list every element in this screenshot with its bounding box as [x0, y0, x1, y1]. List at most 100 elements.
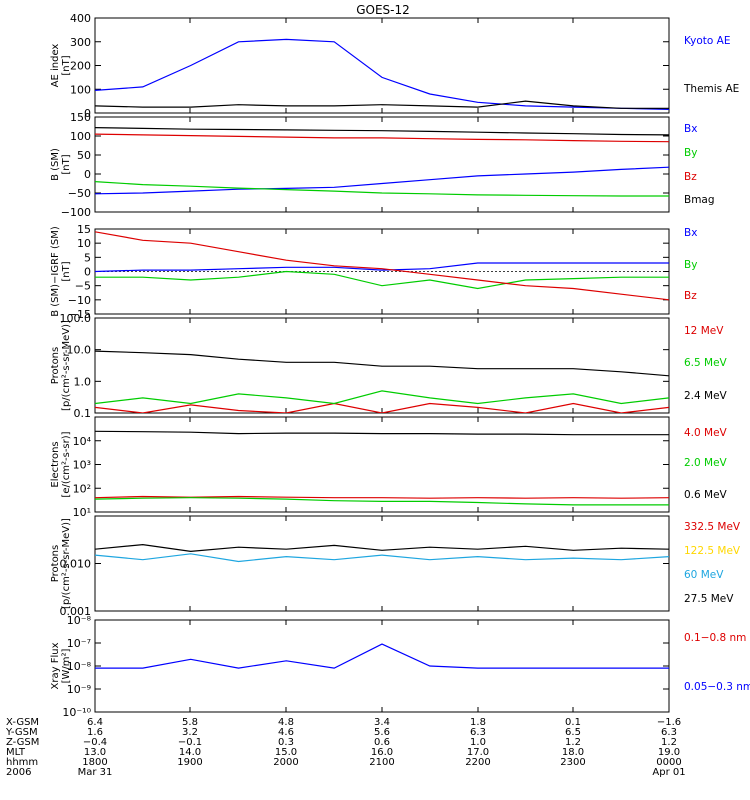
y-tick-label: 15: [77, 223, 91, 236]
y-tick-label: 0.1: [74, 407, 92, 420]
x-axis-row-label: MLT: [6, 747, 26, 758]
y-axis-label: Xray Flux[W/m²]: [50, 642, 72, 689]
series-line-themis-ae: [95, 100, 669, 109]
y-tick-label: −5: [75, 280, 91, 293]
x-axis-row-label: Y-GSM: [5, 727, 38, 738]
legend-27-5-mev: 27.5 MeV: [684, 593, 734, 605]
y-axis-label-line: [W/m²]: [61, 648, 72, 683]
legend-122-5-mev: 122.5 MeV: [684, 545, 741, 557]
x-axis-cell: 0000: [656, 757, 681, 768]
y-axis-label-line: Xray Flux: [50, 642, 61, 689]
y-axis-label-line: Protons: [50, 347, 61, 384]
x-axis-cell: 0.3: [278, 737, 294, 748]
series-line-kyoto-ae: [95, 38, 669, 110]
y-tick-label: 10: [77, 237, 91, 250]
y-tick-label: 10⁻⁹: [67, 683, 91, 696]
series-line-2-0-mev: [95, 497, 669, 506]
legend-0-1-0-8-nm: 0.1−0.8 nm: [684, 632, 746, 644]
y-tick-label: 100: [70, 130, 91, 143]
y-tick-label: −100: [61, 206, 91, 219]
y-tick-label: 0: [84, 266, 91, 279]
y-axis-label-line: Electrons: [50, 441, 61, 487]
legend-12-mev: 12 MeV: [684, 325, 724, 337]
y-tick-label: 0: [84, 168, 91, 181]
series-line-bz: [95, 231, 669, 301]
series-line-0-6-mev: [95, 430, 669, 436]
series-line-27-5-mev: [95, 543, 669, 553]
y-tick-label: 400: [70, 12, 91, 25]
x-axis-cell: 17.0: [467, 747, 489, 758]
panel-xray: 10⁻⁸ 10⁻⁷ 10⁻⁸ 10⁻⁹ 10⁻¹⁰ Xray Flux[W/m²] 0.1−…: [50, 566, 750, 719]
y-axis-label-line: [p/(cm²-s-sr-MeV)]: [61, 320, 72, 411]
x-axis-cell: Mar 31: [78, 767, 113, 778]
y-tick-label: 10⁻⁷: [67, 637, 91, 650]
y-tick-label: 0.010: [60, 558, 92, 571]
y-tick-label: 10³: [73, 459, 91, 472]
x-axis-row-label: hhmm: [6, 757, 38, 768]
x-axis-cell: 3.2: [182, 727, 198, 738]
series-line-by: [95, 181, 669, 197]
x-axis-cell: 6.4: [87, 717, 103, 728]
x-axis-cell: 13.0: [84, 747, 106, 758]
x-axis-cell: 16.0: [371, 747, 393, 758]
y-axis-label: AE index[nT]: [50, 44, 72, 88]
panel-ae: 400 300 200 100 0 AE index[nT] Kyoto AE Themis …: [50, 12, 739, 120]
x-axis-row-label: Z-GSM: [6, 737, 39, 748]
y-tick-label: 10⁻⁸: [67, 660, 92, 673]
series-line-0-05-0-3-nm: [95, 643, 669, 669]
x-axis-cell: −0.1: [178, 737, 202, 748]
series-line-bz: [95, 133, 669, 143]
x-axis-cell: 14.0: [179, 747, 201, 758]
legend-0-6-mev: 0.6 MeV: [684, 489, 728, 501]
series-line-by: [95, 270, 669, 290]
y-axis-label-line: B (SM): [50, 148, 61, 181]
y-tick-label: 50: [77, 149, 91, 162]
y-axis-label: B (SM)[nT]: [50, 148, 72, 181]
y-tick-label: 10⁻⁸: [67, 614, 92, 627]
series-line-bx: [95, 262, 669, 273]
series-line-12-mev: [95, 402, 669, 413]
x-axis-cell: 18.0: [562, 747, 584, 758]
x-axis-cell: 1.0: [470, 737, 486, 748]
x-axis-cell: 15.0: [275, 747, 297, 758]
y-tick-label: 10⁻¹⁰: [62, 706, 91, 719]
panel-b-sm: 150 100 50 0 −50 −100 B (SM)[nT] Bx By Bz Bmag: [50, 111, 715, 219]
x-axis-row-label: X-GSM: [6, 717, 39, 728]
y-tick-label: 10⁴: [73, 435, 92, 448]
x-axis-cell: 1.8: [470, 717, 486, 728]
y-tick-label: −50: [68, 187, 91, 200]
y-tick-label: 10.0: [67, 344, 92, 357]
y-axis-label-line: [nT]: [61, 154, 72, 174]
legend-332-5-mev: 332.5 MeV: [684, 521, 741, 533]
legend-kyoto-ae: Kyoto AE: [684, 35, 730, 47]
panel-frame: [94, 317, 670, 414]
panel-frame: [94, 228, 670, 315]
panel-frame: [94, 17, 670, 114]
x-axis-cell: −1.6: [657, 717, 681, 728]
legend-0-05-0-3-nm: 0.05−0.3 nm: [684, 681, 750, 693]
legend-bz: Bz: [684, 171, 697, 183]
x-axis-cell: 5.6: [374, 727, 390, 738]
x-axis-row-label: 2006: [6, 767, 31, 778]
y-axis-label: Protons[p/(cm²-s-sr-MeV)]: [50, 320, 72, 411]
y-axis-label: Protons[p/(cm²-s-sr-MeV)]: [50, 518, 72, 609]
x-axis-cell: 1.6: [87, 727, 103, 738]
series-line-0-1-0-8-nm: [95, 566, 669, 576]
legend-60-mev: 60 MeV: [684, 569, 724, 581]
y-axis-label-line: [nT]: [61, 55, 72, 75]
panel-protons-mev: 100.010.01.00.1Protons[p/(cm²-s-sr-MeV)]…: [50, 312, 728, 420]
y-tick-label: 10¹: [73, 506, 91, 519]
legend-2-0-mev: 2.0 MeV: [684, 457, 728, 469]
legend-by: By: [684, 259, 697, 271]
legend-4-0-mev: 4.0 MeV: [684, 427, 728, 439]
y-axis-label-line: Protons: [50, 545, 61, 582]
y-tick-label: 150: [70, 111, 91, 124]
y-tick-label: −10: [68, 294, 91, 307]
legend-bx: Bx: [684, 123, 697, 135]
x-axis-cell: −0.4: [83, 737, 107, 748]
legend-by: By: [684, 147, 697, 159]
